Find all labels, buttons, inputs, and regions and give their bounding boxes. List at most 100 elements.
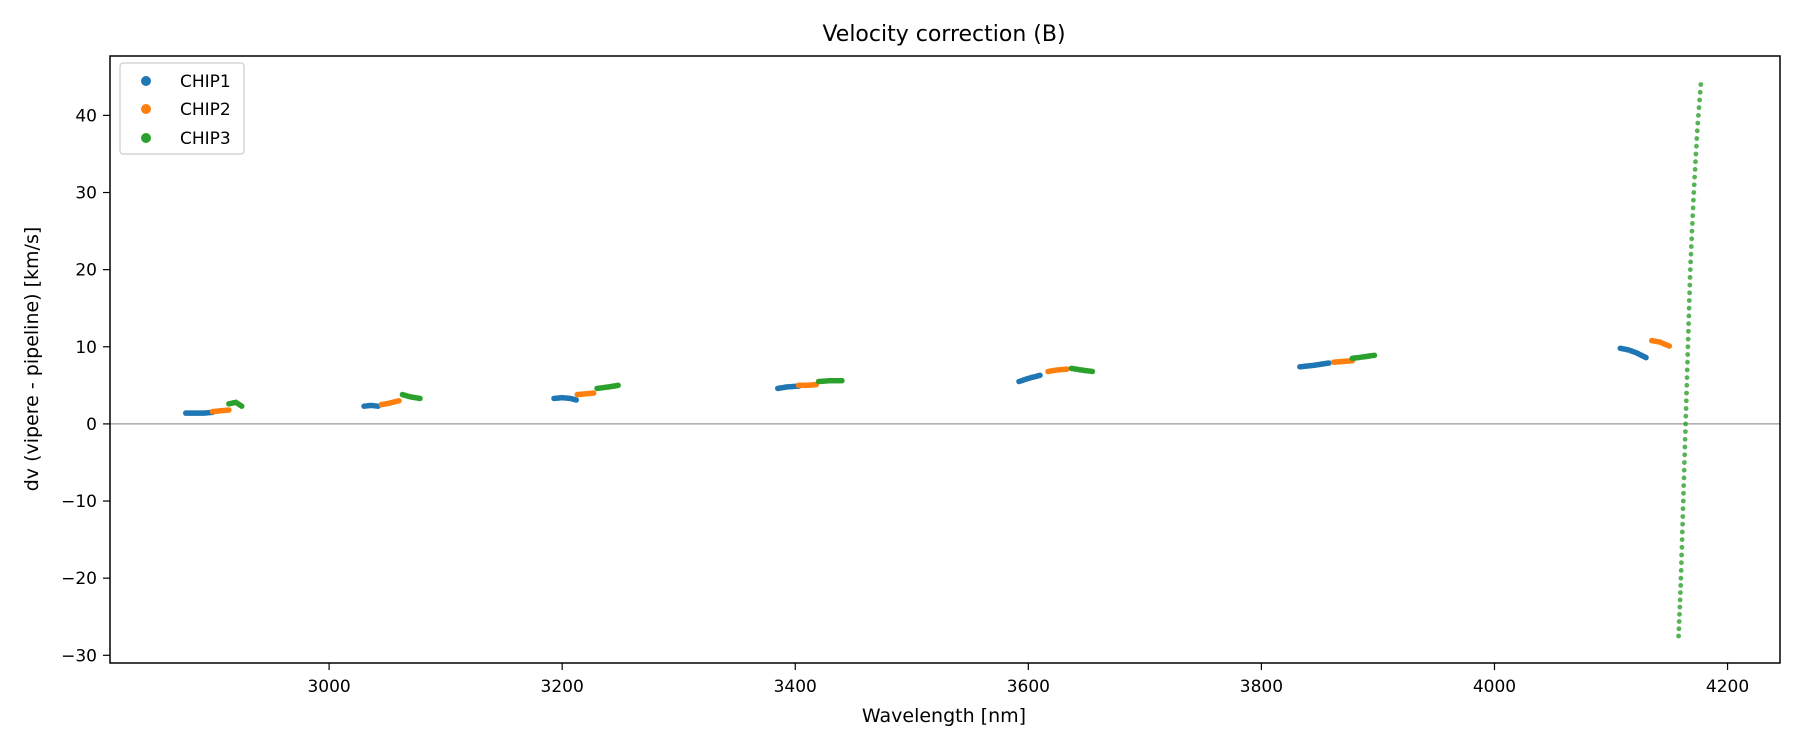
data-point-chip3	[1694, 143, 1699, 149]
x-axis: 3000 3200 3400 3600 3800 4000 4200	[307, 663, 1749, 697]
x-tick-label: 3200	[541, 677, 584, 697]
data-point-chip3	[1692, 167, 1698, 172]
data-point-chip1	[573, 397, 579, 403]
legend-marker-chip2	[141, 104, 151, 114]
data-point-chip3	[1689, 228, 1695, 234]
data-point-chip3	[1089, 368, 1096, 375]
data-point-chip2	[590, 390, 597, 396]
data-point-chip3	[1680, 514, 1686, 519]
data-point-chip3	[1682, 436, 1688, 442]
data-point-chip3	[1695, 120, 1701, 126]
data-point-chip3	[1688, 259, 1693, 265]
y-tick-label: −20	[61, 569, 97, 589]
legend-marker-chip1	[141, 76, 151, 86]
data-point-chip3	[1682, 452, 1688, 458]
legend-label-chip2: CHIP2	[180, 100, 231, 120]
data-point-chip2	[1666, 343, 1673, 349]
data-point-chip3	[1693, 151, 1699, 157]
legend-marker-chip3	[141, 133, 151, 143]
data-point-chip3	[1687, 282, 1693, 288]
x-tick-label: 3600	[1007, 677, 1050, 697]
data-point-chip3	[1688, 251, 1694, 257]
data-point-chip3	[1689, 236, 1695, 242]
y-tick-label: 0	[86, 415, 97, 435]
data-point-chip3	[1679, 529, 1685, 535]
data-point-chip3	[1679, 537, 1685, 542]
data-point-chip3	[1686, 313, 1692, 319]
data-point-chip3	[1683, 421, 1688, 427]
data-point-chip3	[1686, 321, 1691, 326]
data-point-chip3	[1684, 390, 1689, 396]
data-point-chip3	[1690, 221, 1695, 226]
legend-box	[119, 62, 245, 155]
data-point-chip3	[1678, 575, 1684, 581]
data-point-chip3	[1694, 128, 1700, 134]
data-point-chip3	[1685, 336, 1691, 342]
data-point-chip3	[1677, 597, 1683, 603]
data-point-chip3	[1698, 82, 1704, 87]
legend: CHIP1 CHIP2 CHIP3	[119, 62, 245, 155]
data-points	[183, 82, 1704, 639]
data-point-chip2	[226, 407, 232, 413]
data-point-chip1	[1643, 354, 1649, 361]
data-point-chip1	[1037, 372, 1043, 379]
data-point-chip3	[1677, 604, 1683, 610]
data-point-chip3	[1692, 174, 1697, 180]
data-point-chip3	[417, 395, 423, 402]
data-point-chip3	[1687, 275, 1693, 280]
data-point-chip3	[1681, 490, 1686, 496]
data-point-chip3	[1679, 560, 1684, 566]
data-point-chip3	[1676, 619, 1682, 624]
data-point-chip3	[1686, 305, 1692, 311]
x-tick-label: 3800	[1240, 677, 1283, 697]
y-tick-label: −10	[61, 492, 97, 512]
data-point-chip2	[396, 398, 402, 404]
data-point-chip3	[1685, 352, 1691, 357]
data-point-chip3	[1685, 359, 1690, 365]
data-point-chip3	[1682, 444, 1688, 450]
data-point-chip3	[1686, 298, 1692, 303]
data-point-chip3	[1696, 113, 1701, 118]
data-point-chip3	[1683, 398, 1689, 404]
data-point-chip3	[1679, 552, 1684, 558]
data-point-chip3	[1682, 460, 1687, 465]
data-point-chip3	[1371, 352, 1378, 359]
data-point-chip3	[1694, 136, 1700, 141]
data-point-chip3	[1691, 190, 1697, 195]
data-point-chip3	[1687, 267, 1693, 272]
data-point-chip3	[1683, 406, 1689, 411]
data-point-chip3	[1683, 429, 1688, 434]
chart-title: Velocity correction (B)	[822, 22, 1065, 47]
data-point-chip1	[1326, 360, 1332, 366]
data-point-chip3	[1680, 506, 1686, 512]
legend-label-chip3: CHIP3	[180, 129, 231, 149]
data-point-chip3	[1684, 382, 1690, 388]
data-point-chip3	[1680, 521, 1685, 527]
data-point-chip3	[1680, 498, 1686, 504]
data-point-chip3	[839, 377, 845, 384]
x-tick-label: 4000	[1473, 677, 1516, 697]
data-point-chip3	[1684, 375, 1690, 380]
data-point-chip3	[1696, 105, 1702, 111]
data-point-chip3	[1686, 328, 1691, 334]
data-point-chip3	[1677, 611, 1682, 617]
data-point-chip3	[1676, 633, 1681, 639]
data-point-chip3	[1691, 182, 1697, 188]
data-point-chip3	[1684, 367, 1690, 373]
y-axis-label: dv (vipere - pipeline) [km/s]	[21, 227, 43, 492]
x-tick-label: 3000	[307, 677, 350, 697]
data-point-chip3	[1693, 159, 1698, 165]
axes-frame	[109, 55, 1781, 664]
y-tick-label: −30	[61, 646, 97, 666]
data-point-chip3	[1681, 483, 1687, 488]
data-point-chip3	[1679, 544, 1685, 550]
y-tick-label: 20	[75, 261, 97, 281]
data-point-chip3	[1685, 344, 1691, 350]
data-point-chip3	[1676, 626, 1682, 632]
data-point-chip3	[1681, 467, 1687, 473]
data-point-chip3	[1678, 583, 1684, 588]
x-tick-label: 4200	[1706, 677, 1749, 697]
y-tick-label: 30	[75, 184, 97, 204]
data-point-chip2	[1064, 366, 1070, 372]
